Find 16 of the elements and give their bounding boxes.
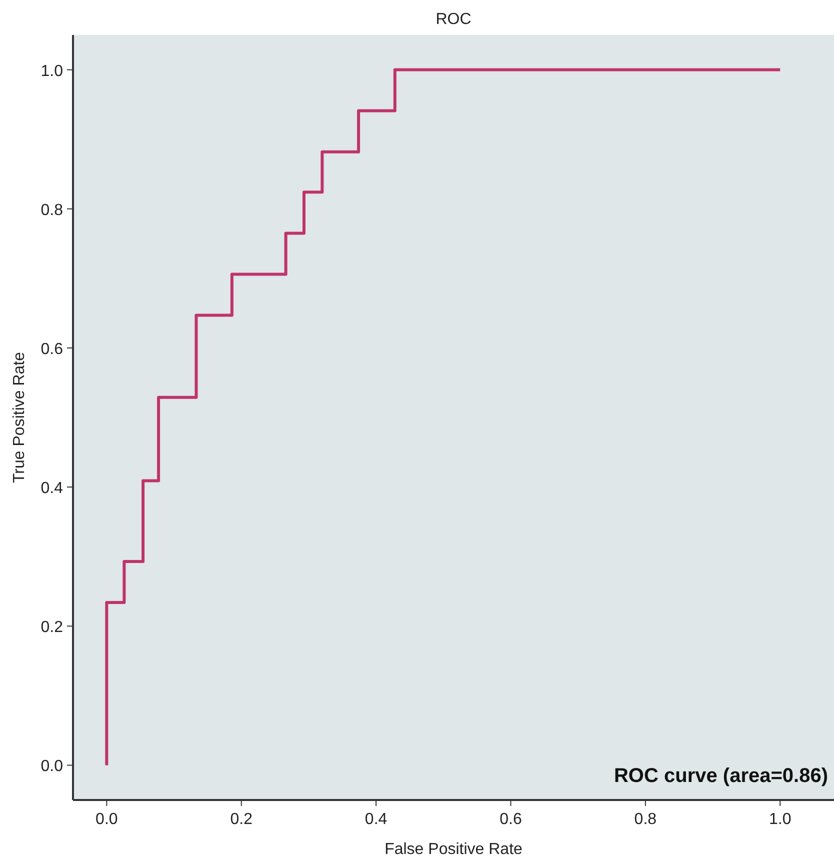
annotation: ROC curve (area=0.86) <box>614 765 828 787</box>
x-tick-label: 1.0 <box>769 811 792 828</box>
chart-title: ROC <box>436 11 472 28</box>
x-tick-label: 0.4 <box>364 811 388 828</box>
y-tick-label: 0.2 <box>40 619 64 636</box>
x-axis-title: False Positive Rate <box>384 841 523 858</box>
y-tick-label: 0.4 <box>40 480 64 498</box>
x-tick-label: 0.0 <box>96 811 118 828</box>
y-tick-label: 0.0 <box>40 758 64 776</box>
x-tick-label: 0.6 <box>500 811 522 828</box>
y-tick-label: 0.8 <box>40 202 64 219</box>
y-axis-title: True Positive Rate <box>11 352 28 484</box>
y-tick-label: 0.6 <box>40 340 64 358</box>
x-tick-label: 0.2 <box>230 811 253 828</box>
y-tick-label: 1.0 <box>40 62 64 80</box>
x-tick-label: 0.8 <box>634 811 657 828</box>
